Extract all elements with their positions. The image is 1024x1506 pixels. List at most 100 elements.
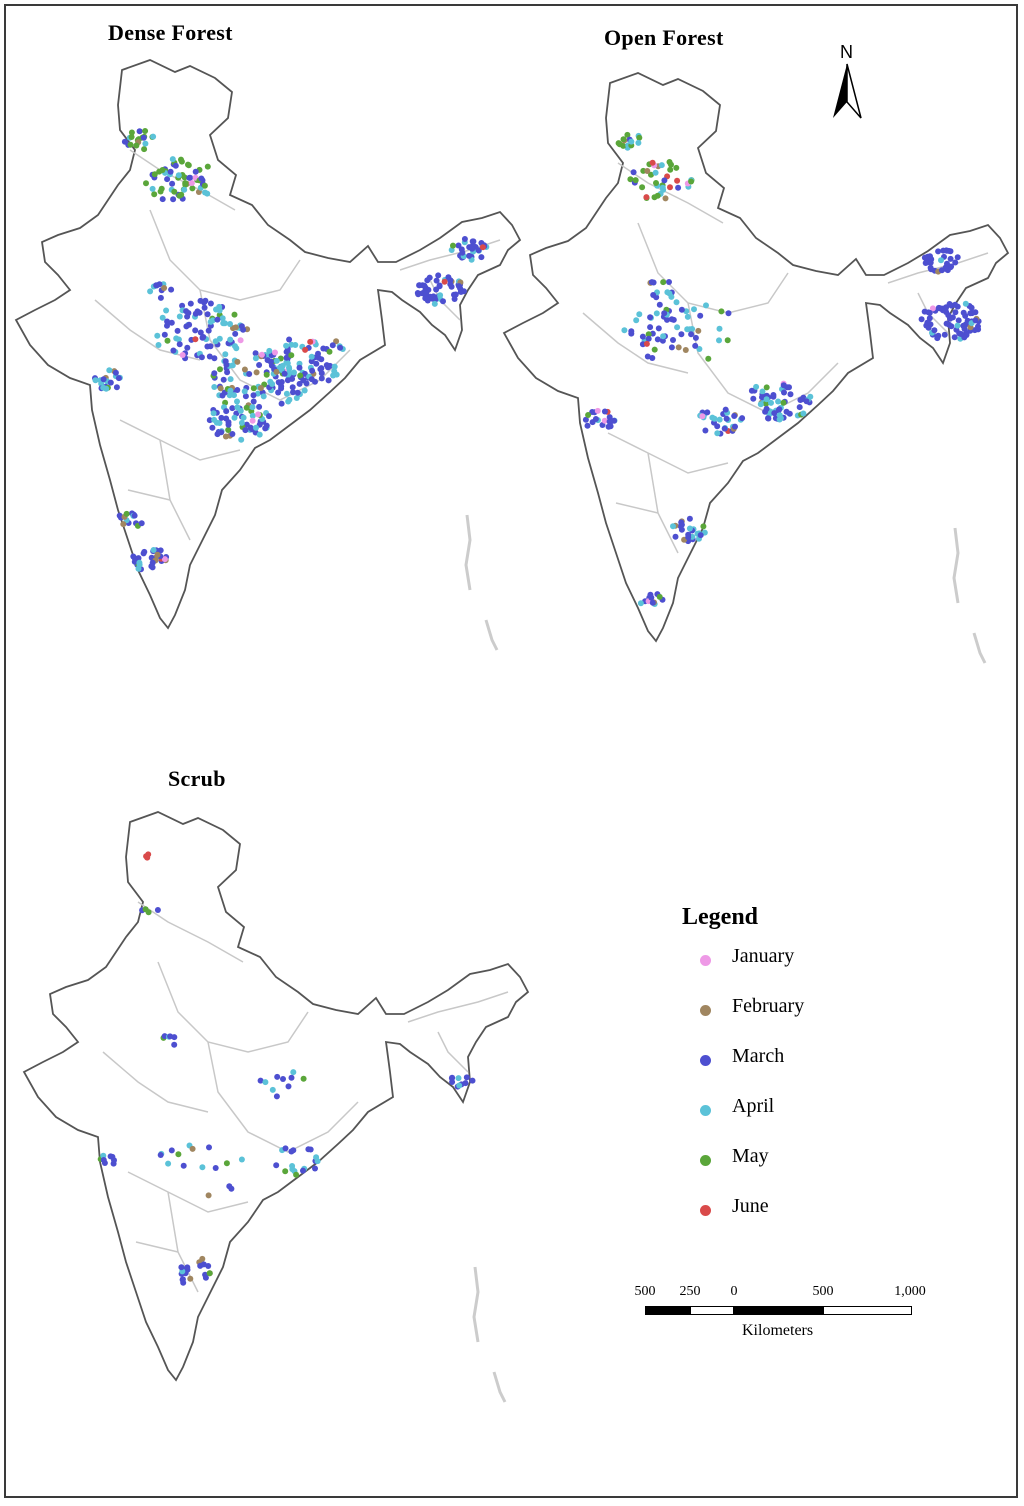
- fire-point: [133, 142, 140, 149]
- fire-point: [250, 398, 257, 405]
- dense-forest-points: [92, 128, 490, 573]
- fire-point: [684, 313, 691, 320]
- fire-point: [204, 163, 211, 170]
- fire-point: [935, 248, 942, 255]
- fire-point: [621, 327, 628, 334]
- fire-point: [173, 335, 180, 342]
- fire-point: [175, 172, 182, 179]
- fire-point: [192, 336, 199, 343]
- fire-point: [692, 342, 699, 349]
- fire-point: [948, 323, 955, 330]
- fire-point: [234, 398, 240, 405]
- north-letter: N: [840, 42, 853, 62]
- fire-point: [941, 331, 948, 338]
- fire-point: [242, 393, 249, 400]
- fire-point: [273, 1093, 280, 1100]
- fire-point: [325, 377, 332, 384]
- fire-point: [333, 338, 340, 345]
- fire-point: [212, 338, 219, 345]
- fire-point: [703, 302, 709, 309]
- fire-point: [331, 368, 338, 375]
- fire-point: [678, 526, 685, 533]
- fire-point: [639, 184, 646, 191]
- open-forest-title: Open Forest: [604, 25, 724, 50]
- scale-segment: [823, 1306, 912, 1315]
- fire-point: [220, 376, 227, 383]
- fire-point: [462, 1080, 469, 1087]
- fire-point: [200, 1261, 207, 1268]
- fire-point: [158, 185, 165, 192]
- fire-point: [246, 371, 253, 377]
- scale-tick: 250: [679, 1284, 701, 1299]
- fire-point: [238, 436, 245, 443]
- fire-point: [266, 347, 273, 354]
- fire-point: [678, 521, 685, 528]
- fire-point: [241, 366, 248, 373]
- fire-point: [783, 408, 790, 415]
- fire-point: [291, 369, 297, 376]
- india-outline: [14, 59, 522, 630]
- fire-point: [711, 415, 718, 422]
- fire-point: [284, 377, 291, 384]
- fire-point: [262, 1079, 269, 1086]
- fire-point: [584, 422, 591, 429]
- fire-point: [661, 310, 668, 317]
- fire-point: [169, 156, 176, 163]
- fire-point: [942, 265, 949, 272]
- legend-marker-icon: [700, 1105, 711, 1116]
- fire-point: [226, 1183, 233, 1190]
- fire-point: [592, 416, 599, 422]
- fire-point: [317, 366, 324, 373]
- fire-point: [296, 380, 303, 387]
- fire-point: [178, 158, 185, 165]
- fire-point: [739, 415, 746, 422]
- fire-point: [415, 291, 422, 298]
- fire-point: [718, 308, 725, 315]
- fire-point: [776, 406, 783, 413]
- fire-point: [607, 419, 614, 426]
- fire-point: [714, 430, 721, 437]
- fire-point: [143, 180, 149, 187]
- fire-point: [313, 1154, 320, 1161]
- fire-point: [931, 327, 938, 334]
- legend-marker-icon: [700, 1205, 711, 1216]
- fire-point: [667, 184, 673, 191]
- fire-point: [188, 180, 195, 186]
- fire-point: [229, 431, 236, 437]
- fire-point: [169, 180, 176, 187]
- scale-unit-label: Kilometers: [742, 1322, 814, 1339]
- fire-point: [161, 556, 168, 563]
- fire-point: [723, 415, 730, 422]
- legend-marker-icon: [700, 955, 711, 966]
- fire-point: [206, 417, 213, 424]
- fire-point: [684, 326, 691, 333]
- fire-point: [675, 184, 682, 191]
- fire-point: [136, 559, 143, 566]
- open-forest-points: [582, 131, 982, 607]
- fire-point: [934, 335, 941, 342]
- fire-point: [666, 279, 672, 285]
- fire-point: [232, 330, 239, 337]
- fire-point: [796, 404, 803, 411]
- fire-point: [257, 1077, 264, 1084]
- fire-point: [258, 351, 265, 358]
- fire-point: [639, 333, 646, 340]
- fire-point: [164, 322, 170, 329]
- fire-point: [128, 134, 135, 140]
- fire-point: [286, 370, 293, 377]
- fire-point: [127, 141, 134, 148]
- fire-point: [149, 559, 156, 566]
- fire-point: [256, 431, 263, 438]
- fire-point: [308, 376, 315, 383]
- fire-point: [263, 422, 270, 429]
- fire-point: [700, 523, 707, 530]
- legend-label: June: [732, 1195, 769, 1217]
- fire-point: [197, 297, 204, 304]
- fire-point: [100, 1157, 107, 1163]
- fire-point: [243, 404, 250, 411]
- fire-point: [688, 178, 695, 185]
- fire-point: [331, 363, 338, 370]
- fire-point: [440, 298, 446, 305]
- fire-point: [697, 312, 704, 319]
- fire-point: [292, 342, 299, 348]
